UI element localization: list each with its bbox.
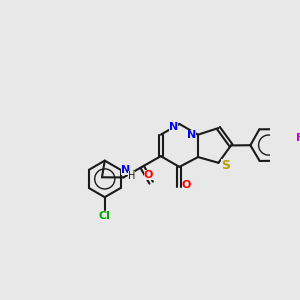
Text: N: N — [169, 122, 178, 132]
Text: O: O — [182, 180, 191, 190]
Text: O: O — [144, 170, 153, 181]
Text: F: F — [296, 134, 300, 143]
Text: S: S — [221, 159, 230, 172]
Text: H: H — [128, 171, 135, 181]
Text: Cl: Cl — [99, 211, 111, 221]
Text: N: N — [187, 130, 196, 140]
Text: N: N — [121, 165, 130, 175]
